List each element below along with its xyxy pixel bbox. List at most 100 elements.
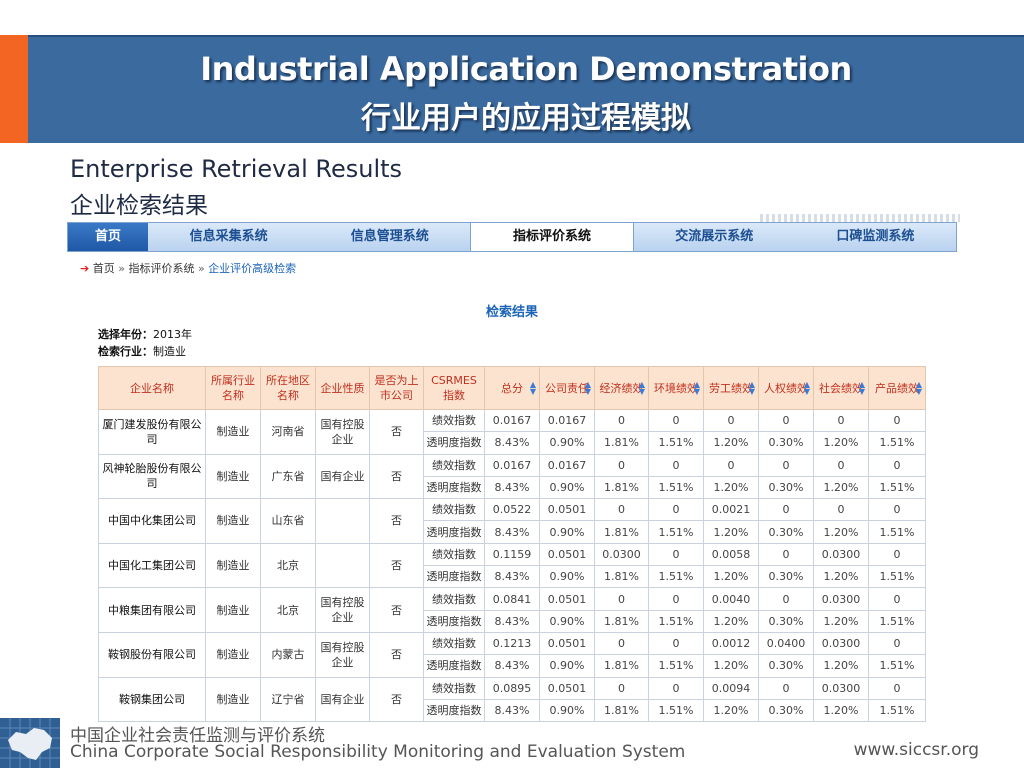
transparency-value-cell: 8.43%: [484, 654, 540, 678]
performance-value-cell: 0: [703, 408, 759, 433]
performance-value-cell: 0.0300: [813, 542, 869, 567]
column-header[interactable]: 劳工绩效 ▲ ▼: [703, 366, 759, 410]
listed-cell: 否: [369, 587, 424, 633]
performance-value-cell: 0: [594, 631, 649, 656]
column-header[interactable]: 人权绩效 ▲ ▼: [758, 366, 814, 410]
nature-cell: 国有控股企业: [315, 409, 370, 455]
transparency-value-cell: 8.43%: [484, 565, 540, 589]
footer-url[interactable]: www.siccsr.org: [853, 740, 979, 760]
column-header[interactable]: 产品绩效 ▲ ▼: [868, 366, 926, 410]
breadcrumb-advanced-search[interactable]: 企业评价高级检索: [208, 262, 297, 275]
column-header[interactable]: 经济绩效 ▲ ▼: [594, 366, 649, 410]
column-header[interactable]: 总分 ▲ ▼: [484, 366, 540, 410]
transparency-value-cell: 0.30%: [758, 609, 814, 633]
table-row: 透明度指数 8.43% 0.90% 1.81% 1.51% 1.20% 0.30% 1.20%…: [99, 431, 926, 455]
performance-value-cell: 0: [594, 453, 649, 477]
column-header-label: 经济绩效: [599, 381, 644, 395]
table-row: 透明度指数 8.43% 0.90% 1.81% 1.51% 1.20% 0.30% 1.20%…: [99, 520, 926, 544]
performance-value-cell: 0: [594, 498, 649, 522]
transparency-value-cell: 1.51%: [648, 565, 704, 589]
transparency-value-cell: 1.81%: [594, 475, 649, 500]
performance-value-cell: 0.1213: [484, 631, 540, 656]
transparency-value-cell: 1.20%: [813, 565, 869, 589]
breadcrumb-indicator-evaluation[interactable]: 指标评价系统: [128, 262, 195, 275]
sort-arrows-icon[interactable]: ▲ ▼: [638, 380, 645, 396]
performance-value-cell: 0: [813, 453, 869, 477]
column-header[interactable]: 社会绩效 ▲ ▼: [813, 366, 869, 410]
transparency-value-cell: 1.20%: [813, 431, 869, 455]
company-name-cell: 厦门建发股份有限公司: [98, 409, 206, 455]
performance-value-cell: 0: [648, 453, 704, 477]
performance-value-cell: 0: [594, 587, 649, 611]
column-header-label: 企业性质: [320, 381, 365, 395]
company-name-cell: 鞍钢股份有限公司: [98, 631, 206, 678]
performance-value-cell: 0.0300: [813, 676, 869, 700]
industry-label: 检索行业：: [98, 345, 153, 358]
transparency-value-cell: 1.51%: [648, 609, 704, 633]
table-row: 透明度指数 8.43% 0.90% 1.81% 1.51% 1.20% 0.30% 1.20%…: [99, 565, 926, 589]
transparency-value-cell: 1.51%: [868, 520, 926, 544]
nav-reputation-monitoring[interactable]: 口碑监测系统: [836, 229, 915, 244]
transparency-value-cell: 0.90%: [539, 609, 595, 633]
listed-cell: 否: [369, 542, 424, 589]
region-cell: 山东省: [260, 498, 316, 544]
china-map-logo-icon: [0, 718, 60, 768]
industry-cell: 制造业: [205, 409, 261, 455]
transparency-value-cell: 0.30%: [758, 475, 814, 500]
company-name-cell: 鞍钢集团公司: [98, 676, 206, 723]
nav-indicator-evaluation[interactable]: 指标评价系统: [470, 223, 634, 251]
column-header: 企业性质: [315, 366, 370, 410]
transparency-value-cell: 8.43%: [484, 609, 540, 633]
sort-arrows-icon[interactable]: ▲ ▼: [858, 380, 865, 396]
nav-info-management[interactable]: 信息管理系统: [350, 229, 429, 244]
slide-title-cn: 行业用户的应用过程模拟: [361, 101, 691, 136]
industry-selection: 检索行业：制造业: [98, 343, 186, 359]
sort-arrows-icon[interactable]: ▲ ▼: [803, 380, 810, 396]
breadcrumb-arrow-icon: ➔: [80, 262, 90, 275]
title-banner: [0, 35, 1024, 143]
sort-arrows-icon[interactable]: ▲ ▼: [584, 380, 591, 396]
transparency-value-cell: 1.81%: [594, 431, 649, 455]
column-header: 所在地区名称: [260, 366, 316, 410]
year-label: 选择年份：: [98, 328, 153, 341]
region-cell: 辽宁省: [260, 676, 316, 723]
performance-value-cell: 0: [813, 408, 869, 433]
sort-arrows-icon[interactable]: ▲ ▼: [529, 380, 536, 396]
performance-value-cell: 0.0501: [539, 631, 595, 656]
performance-value-cell: 0: [594, 408, 649, 433]
transparency-value-cell: 1.51%: [648, 520, 704, 544]
performance-value-cell: 0: [758, 408, 814, 433]
transparency-value-cell: 0.90%: [539, 475, 595, 500]
breadcrumb-home[interactable]: 首页: [92, 262, 115, 275]
performance-value-cell: 0.0167: [539, 408, 595, 433]
transparency-value-cell: 1.51%: [868, 698, 926, 723]
nav-info-collection[interactable]: 信息采集系统: [189, 229, 268, 244]
nature-cell: 国有企业: [315, 676, 370, 723]
performance-value-cell: 0.0841: [484, 587, 540, 611]
index-type-cell: 绩效指数: [423, 631, 485, 656]
performance-value-cell: 0: [648, 676, 704, 700]
sort-arrows-icon[interactable]: ▲ ▼: [915, 380, 922, 396]
transparency-value-cell: 1.51%: [868, 609, 926, 633]
industry-cell: 制造业: [205, 542, 261, 589]
listed-cell: 否: [369, 631, 424, 678]
performance-value-cell: 0: [648, 542, 704, 567]
performance-value-cell: 0: [868, 676, 926, 700]
sort-arrows-icon[interactable]: ▲ ▼: [693, 380, 700, 396]
table-row: 透明度指数 8.43% 0.90% 1.81% 1.51% 1.20% 0.30% 1.20%…: [99, 609, 926, 633]
banner-top-line: [28, 35, 1024, 37]
column-header[interactable]: 公司责任 ▲ ▼: [539, 366, 595, 410]
nav-exchange-display[interactable]: 交流展示系统: [675, 229, 754, 244]
table-row: 厦门建发股份有限公司 制造业 河南省 国有控股企业否绩效指数 0.0167 0.0167 0…: [98, 408, 926, 455]
transparency-value-cell: 1.51%: [648, 431, 704, 455]
region-cell: 北京: [260, 587, 316, 633]
column-header: 所属行业名称: [205, 366, 261, 410]
transparency-value-cell: 1.81%: [594, 609, 649, 633]
index-type-cell: 绩效指数: [423, 587, 485, 611]
table-row: 鞍钢股份有限公司 制造业 内蒙古 国有控股企业否绩效指数 0.1213 0.0501 0 0 0…: [98, 631, 926, 678]
column-header[interactable]: 环境绩效 ▲ ▼: [648, 366, 704, 410]
sort-arrows-icon[interactable]: ▲ ▼: [748, 380, 755, 396]
performance-value-cell: 0: [868, 453, 926, 477]
performance-value-cell: 0: [594, 676, 649, 700]
nav-home[interactable]: 首页: [68, 223, 148, 251]
